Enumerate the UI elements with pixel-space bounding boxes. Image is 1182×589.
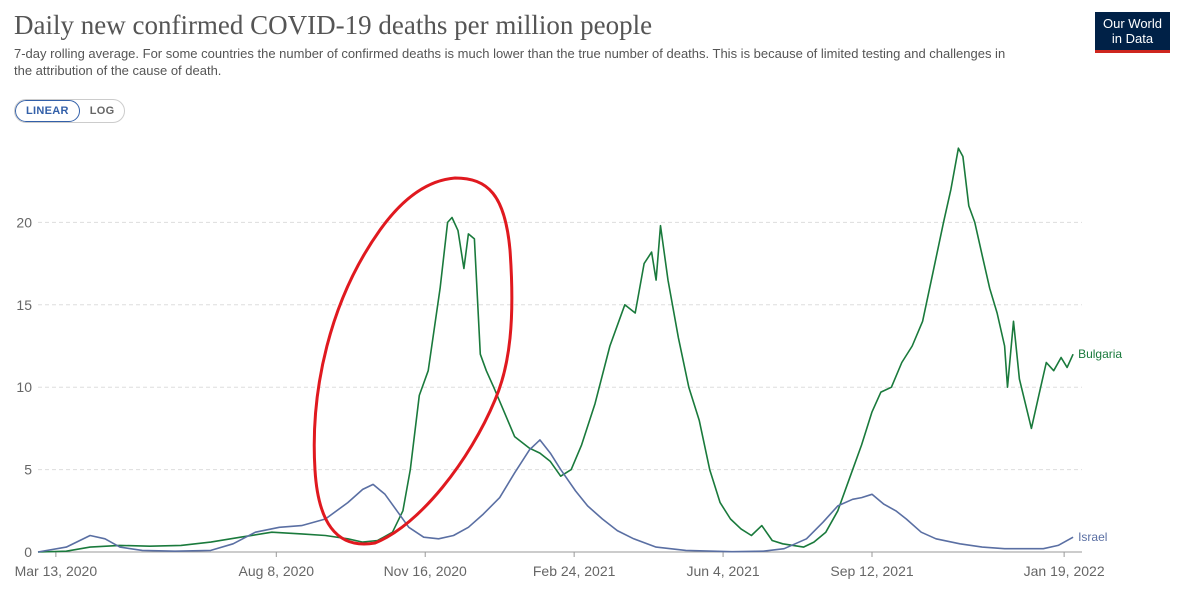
logo-line-2: in Data [1111,31,1154,46]
y-tick-label: 10 [16,379,32,395]
x-tick-label: Jun 4, 2021 [686,563,759,579]
x-axis-ticks: Mar 13, 2020 Aug 8, 2020 Nov 16, 2020 Feb 2… [15,552,1105,579]
x-tick-label: Mar 13, 2020 [15,563,98,579]
series-line-israel[interactable] [37,439,1074,553]
log-scale-button[interactable]: LOG [89,105,115,117]
x-tick-label: Nov 16, 2020 [384,563,467,579]
chart-title: Daily new confirmed COVID-19 deaths per … [14,10,653,40]
y-tick-label: 15 [16,297,32,313]
series-end-labels: Bulgaria Israel [1078,347,1122,544]
grid-lines [38,221,1082,553]
x-tick-label: Sep 12, 2021 [830,563,914,579]
series-line-bulgaria[interactable] [37,147,1074,553]
owid-logo[interactable]: Our World in Data [1095,12,1170,53]
x-tick-label: Jan 19, 2022 [1024,563,1105,579]
series-label-israel: Israel [1078,530,1107,544]
y-tick-label: 20 [16,214,32,230]
y-axis-ticks: 0 5 10 15 20 [16,214,32,560]
y-tick-label: 5 [24,462,32,478]
x-tick-label: Feb 24, 2021 [533,563,616,579]
red-highlight-circle [312,176,514,546]
x-tick-label: Aug 8, 2020 [239,563,315,579]
linear-scale-button[interactable]: LINEAR [15,100,80,122]
series-lines [37,147,1074,553]
scale-toggle: LINEAR LOG [14,99,126,123]
y-tick-label: 0 [24,544,32,560]
series-label-bulgaria: Bulgaria [1078,347,1122,361]
logo-line-1: Our World [1103,16,1162,31]
chart-subtitle: 7-day rolling average. For some countrie… [14,46,1006,78]
